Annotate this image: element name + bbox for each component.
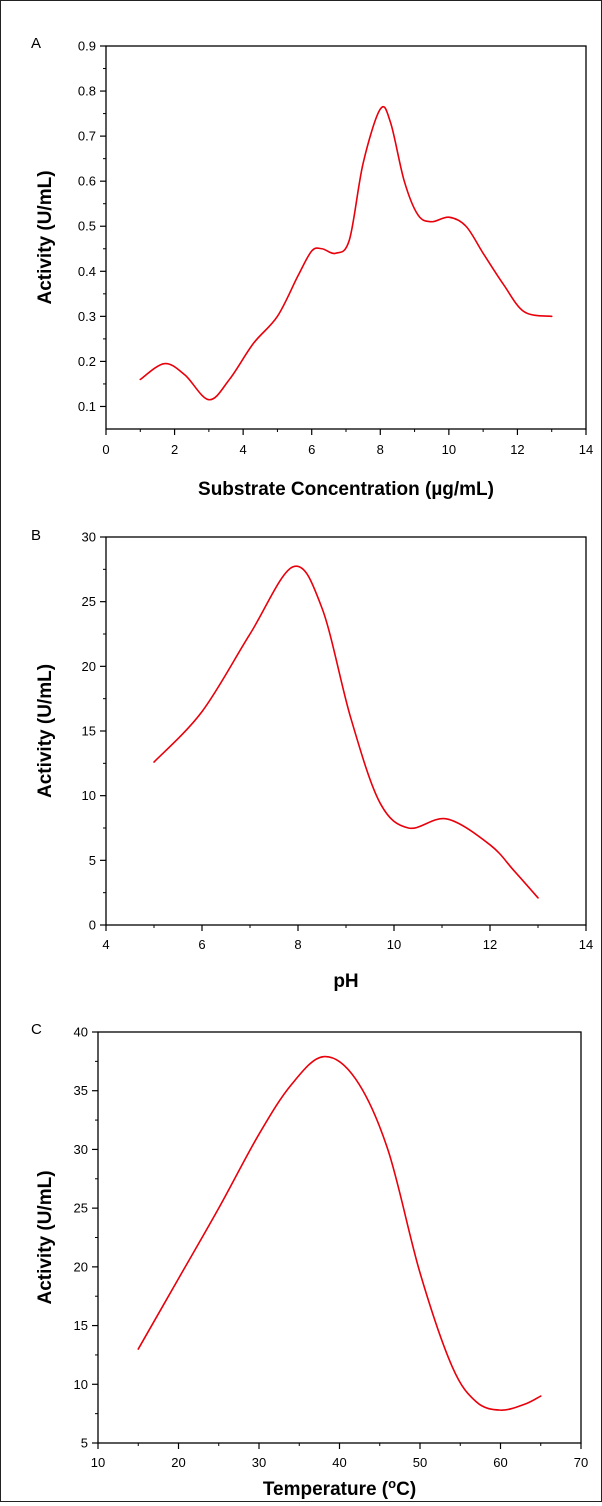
plot-frame <box>105 536 587 926</box>
x-tick-label: 6 <box>198 937 205 952</box>
y-tick-label: 10 <box>74 1377 88 1392</box>
x-tick-label: 14 <box>579 937 593 952</box>
y-tick-label: 0.9 <box>78 39 96 54</box>
x-axis-title: Substrate Concentration (µg/mL) <box>198 479 494 500</box>
y-tick-label: 20 <box>82 659 96 674</box>
y-tick-label: 20 <box>74 1259 88 1274</box>
x-tick-label: 2 <box>171 442 178 457</box>
y-tick-label: 0.6 <box>78 174 96 189</box>
y-tick-label: 30 <box>74 1142 88 1157</box>
y-tick-label: 15 <box>82 724 96 739</box>
x-tick-label: 6 <box>308 442 315 457</box>
x-tick-label: 10 <box>91 1455 105 1470</box>
chart-panel-a: A 0 2 4 6 8 10 12 14 0.1 0.2 0.3 0.4 0.5 0.6 0.7 0.8 0.9 S… <box>31 35 593 500</box>
x-tick-label: 70 <box>574 1455 588 1470</box>
x-tick-label: 10 <box>387 937 401 952</box>
y-tick-label: 0.2 <box>78 354 96 369</box>
x-axis-title: pH <box>333 971 358 992</box>
series-line <box>137 1055 542 1411</box>
y-tick-label: 0.8 <box>78 84 96 99</box>
x-tick-label: 10 <box>442 442 456 457</box>
panel-letter: A <box>31 35 41 52</box>
panel-letter: C <box>31 1021 42 1038</box>
x-tick-label: 14 <box>579 442 593 457</box>
chart-panel-c: C10 20 30 40 50 60 70510152025303540Temperatur… <box>31 1021 588 1500</box>
y-tick-label: 0.3 <box>78 309 96 324</box>
y-tick-label: 0.5 <box>78 219 96 234</box>
y-tick-label: 15 <box>74 1318 88 1333</box>
plot-frame <box>105 45 587 430</box>
y-tick-label: 25 <box>74 1201 88 1216</box>
x-tick-label: 8 <box>377 442 384 457</box>
x-tick-label: 8 <box>294 937 301 952</box>
x-tick-label: 20 <box>171 1455 185 1470</box>
series-line <box>139 105 553 401</box>
y-tick-label: 0 <box>89 918 96 933</box>
y-axis-title: Activity (U/mL) <box>35 664 56 798</box>
x-tick-label: 12 <box>483 937 497 952</box>
x-tick-label: 40 <box>332 1455 346 1470</box>
x-tick-label: 4 <box>240 442 247 457</box>
y-tick-label: 25 <box>82 594 96 609</box>
x-axis-title: Temperature (oC) <box>263 1476 416 1501</box>
panel-letter: B <box>31 527 41 544</box>
x-tick-label: 60 <box>493 1455 507 1470</box>
y-tick-label: 5 <box>81 1436 88 1451</box>
x-tick-label: 0 <box>102 442 109 457</box>
y-tick-label: 30 <box>82 530 96 545</box>
y-tick-label: 10 <box>82 788 96 803</box>
y-tick-label: 0.1 <box>78 399 96 414</box>
y-tick-label: 0.7 <box>78 129 96 144</box>
y-axis-title: Activity (U/mL) <box>35 170 56 304</box>
y-tick-label: 35 <box>74 1083 88 1098</box>
x-tick-label: 4 <box>102 937 109 952</box>
y-tick-label: 0.4 <box>78 264 96 279</box>
y-tick-label: 40 <box>74 1025 88 1040</box>
y-axis-title: Activity (U/mL) <box>35 1170 56 1304</box>
x-tick-label: 50 <box>413 1455 427 1470</box>
plot-frame <box>97 1031 582 1444</box>
series-line <box>153 565 539 899</box>
chart-panel-b: B 4 6 8 10 12 14 0 5 10 15 20 25 30 pH Activity (U/mL) <box>31 527 593 992</box>
y-tick-label: 5 <box>89 853 96 868</box>
x-tick-label: 12 <box>510 442 524 457</box>
x-tick-label: 30 <box>252 1455 266 1470</box>
